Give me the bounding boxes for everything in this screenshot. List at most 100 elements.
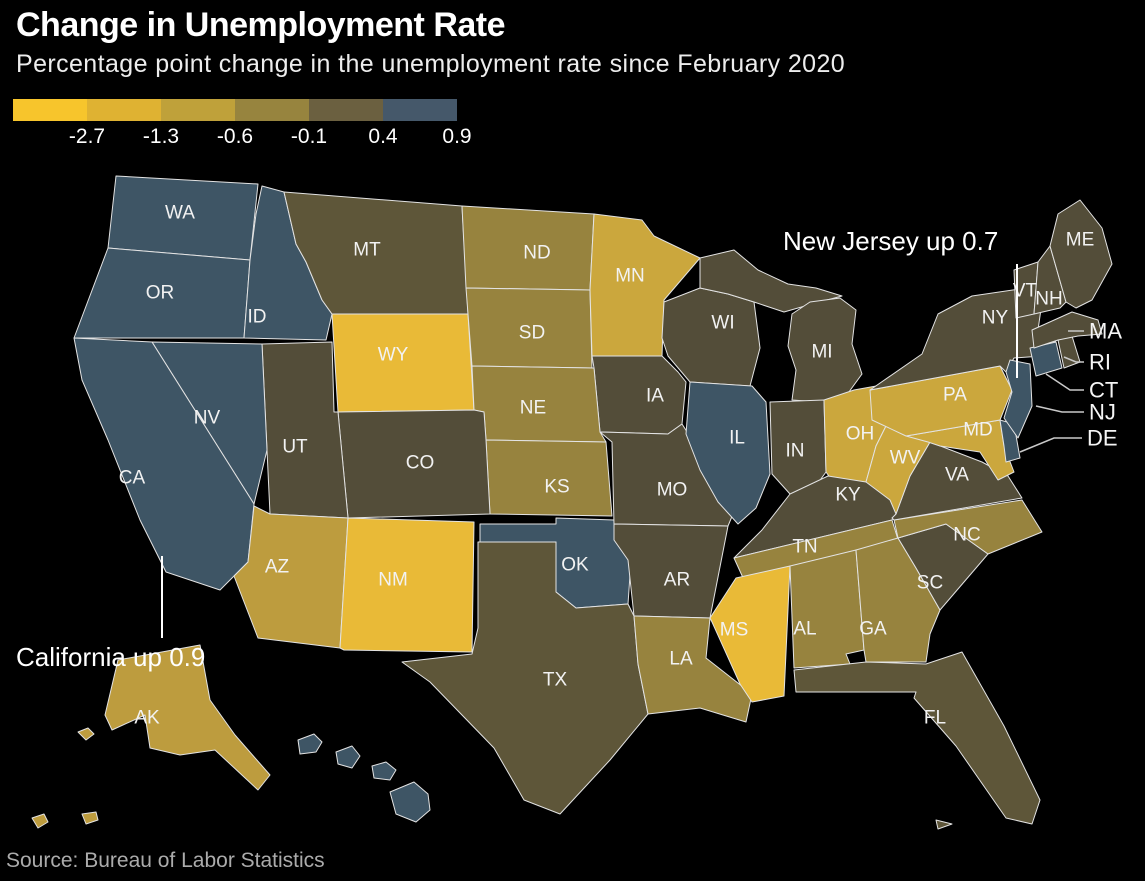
state-label-IL: IL [729, 428, 745, 449]
state-label-LA: LA [669, 649, 693, 670]
state-label-OR: OR [146, 283, 175, 304]
state-label-FL: FL [924, 708, 946, 729]
state-label-TX: TX [543, 670, 568, 691]
state-label-SC: SC [917, 573, 943, 594]
annotation-california: California up 0.9 [16, 642, 206, 672]
state-IA [591, 355, 687, 435]
state-HI [297, 733, 323, 755]
state-label-KY: KY [835, 485, 861, 506]
state-HI [371, 761, 397, 781]
state-label-IA: IA [646, 386, 664, 407]
state-label-WI: WI [711, 313, 734, 334]
state-label-WA: WA [165, 203, 195, 224]
state-label-OK: OK [561, 555, 589, 576]
state-label-TN: TN [792, 537, 817, 558]
legend-tick-4: 0.4 [368, 125, 398, 148]
callout-label-NJ: NJ [1089, 400, 1116, 425]
state-TX [401, 541, 649, 815]
legend-swatch-0 [13, 99, 87, 121]
state-label-NY: NY [982, 308, 1009, 329]
state-label-KS: KS [544, 477, 569, 498]
callout-line-CT [1045, 373, 1084, 391]
state-label-NH: NH [1035, 289, 1062, 310]
legend-tick-5: 0.9 [442, 125, 472, 148]
state-label-PA: PA [943, 385, 967, 406]
state-label-AZ: AZ [265, 557, 290, 578]
state-label-GA: GA [859, 619, 887, 640]
map-annotation-layer [161, 264, 1018, 638]
state-label-MN: MN [615, 266, 645, 287]
source-note: Source: Bureau of Labor Statistics [6, 849, 325, 872]
legend-swatch-1 [87, 99, 161, 121]
legend-tick-1: -1.3 [142, 125, 180, 148]
legend-tick-0: -2.7 [68, 125, 106, 148]
legend-tick-3: -0.1 [290, 125, 328, 148]
state-LA [633, 615, 753, 723]
page-subtitle: Percentage point change in the unemploym… [16, 50, 846, 78]
state-label-AL: AL [793, 619, 816, 640]
state-AK [104, 644, 271, 791]
state-AL [789, 549, 865, 669]
callout-line-DE [1019, 437, 1082, 453]
callout-line-NJ [1035, 405, 1084, 413]
state-label-MO: MO [657, 480, 688, 501]
state-label-MS: MS [720, 620, 749, 641]
state-AK [81, 811, 99, 825]
state-label-MD: MD [963, 420, 993, 441]
state-MI [787, 297, 863, 403]
state-label-IN: IN [786, 441, 805, 462]
state-NJ [1003, 359, 1033, 439]
callout-label-RI: RI [1089, 350, 1111, 375]
state-label-WY: WY [378, 345, 409, 366]
state-IL [685, 381, 771, 525]
state-label-CA: CA [119, 468, 146, 489]
state-label-UT: UT [282, 437, 308, 458]
state-label-OH: OH [846, 424, 875, 445]
state-MS [709, 565, 791, 703]
state-AZ [233, 505, 349, 649]
state-NH [1033, 245, 1067, 315]
state-NM [339, 517, 475, 653]
callout-line-RI [1063, 356, 1084, 363]
state-label-MI: MI [811, 342, 832, 363]
map-labels-layer: WA OR ID MT WY ND SD MN WI MI IA NE KS CO UT NV CA AZ NM OK… [119, 203, 1094, 729]
annotation-new-jersey: New Jersey up 0.7 [783, 226, 999, 256]
legend-swatch-2 [161, 99, 235, 121]
state-MA [1031, 311, 1103, 349]
legend-swatch-4 [309, 99, 383, 121]
state-label-NE: NE [520, 398, 546, 419]
state-label-ME: ME [1066, 230, 1095, 251]
state-label-NC: NC [953, 525, 980, 546]
state-NC [893, 499, 1043, 555]
state-CA [73, 337, 255, 591]
state-label-MT: MT [353, 240, 381, 261]
state-label-WV: WV [890, 448, 921, 469]
legend-color-scale: -2.7 -1.3 -0.6 -0.1 0.4 0.9 [13, 99, 473, 155]
state-FL [793, 651, 1041, 825]
state-label-ID: ID [248, 307, 267, 328]
state-AK [77, 727, 95, 741]
legend-swatch-5 [383, 99, 457, 121]
state-label-AK: AK [134, 708, 160, 729]
state-label-VT: VT [1013, 281, 1038, 302]
state-ME [1049, 199, 1113, 309]
state-MN [589, 213, 701, 357]
state-FL [935, 819, 953, 830]
state-label-VA: VA [945, 465, 969, 486]
state-label-ND: ND [523, 243, 550, 264]
state-label-CO: CO [406, 453, 435, 474]
state-AK [31, 813, 49, 829]
map-states-layer [31, 175, 1113, 830]
callout-label-MA: MA [1089, 319, 1122, 344]
callout-label-CT: CT [1089, 378, 1118, 403]
page-title: Change in Unemployment Rate [16, 6, 506, 44]
state-HI [389, 781, 431, 823]
legend-swatch-3 [235, 99, 309, 121]
legend-tick-2: -0.6 [216, 125, 254, 148]
state-label-NM: NM [378, 570, 408, 591]
state-label-NV: NV [194, 408, 221, 429]
callout-label-DE: DE [1087, 426, 1118, 451]
